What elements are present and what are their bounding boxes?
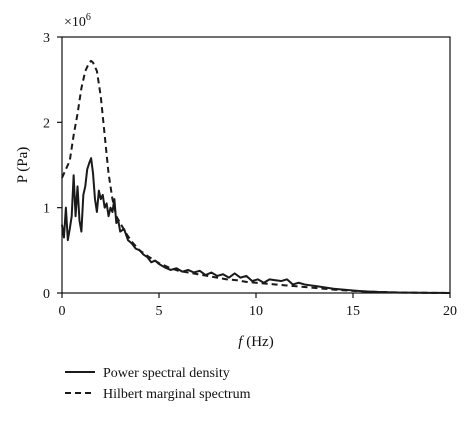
series-line-hilbert-marginal-spectrum (61, 59, 451, 294)
y-tick-label: 2 (43, 116, 50, 131)
legend: Power spectral density Hilbert marginal … (65, 366, 251, 402)
y-multiplier-label: ×106 (64, 12, 91, 30)
x-tick-label: 15 (346, 304, 360, 319)
x-axis-title: f (Hz) (238, 334, 273, 350)
series-layer (61, 59, 451, 294)
x-tick-label: 10 (249, 304, 263, 319)
legend-label-hilbert-marginal-spectrum: Hilbert marginal spectrum (103, 387, 251, 402)
axes-layer: 0 5 10 15 20 0 1 2 3 (43, 31, 457, 319)
legend-label-power-spectral-density: Power spectral density (103, 366, 230, 381)
x-tick-label: 0 (59, 304, 66, 319)
x-tick-label: 5 (156, 304, 163, 319)
y-tick-label: 0 (43, 287, 50, 302)
x-tick-label: 20 (443, 304, 457, 319)
label-layer: ×106 P (Pa) f (Hz) (15, 12, 274, 350)
y-axis-title: P (Pa) (15, 147, 31, 184)
y-tick-label: 3 (43, 31, 50, 46)
y-tick-label: 1 (43, 202, 50, 217)
series-line-power-spectral-density (61, 157, 451, 294)
